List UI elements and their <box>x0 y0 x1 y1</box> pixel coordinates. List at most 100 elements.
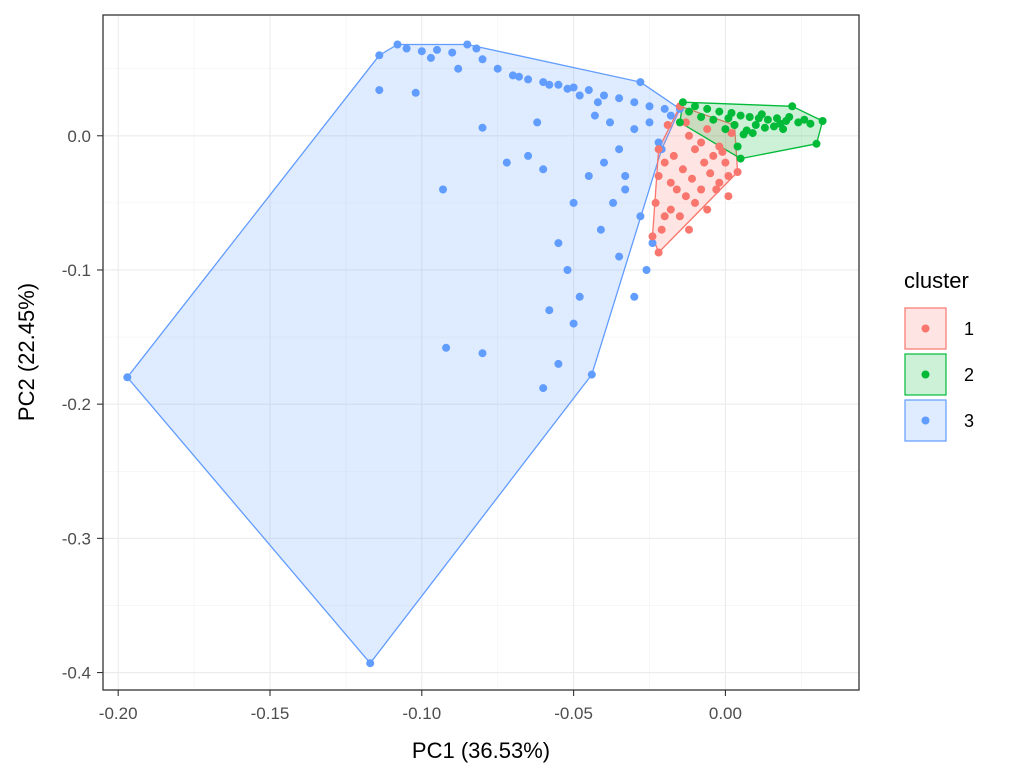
point-cluster-3 <box>609 198 618 207</box>
point-cluster-1 <box>666 178 675 187</box>
point-cluster-1 <box>724 172 733 180</box>
point-cluster-2 <box>794 118 803 127</box>
point-cluster-1 <box>657 225 666 234</box>
point-cluster-3 <box>654 138 663 147</box>
point-cluster-3 <box>539 165 548 174</box>
point-cluster-3 <box>596 225 605 234</box>
point-cluster-3 <box>554 239 563 248</box>
x-tick-label: -0.10 <box>402 704 441 723</box>
point-cluster-1 <box>715 178 724 187</box>
point-cluster-2 <box>736 111 745 120</box>
y-tick-label: 0.0 <box>67 127 91 146</box>
point-cluster-1 <box>706 169 715 178</box>
point-cluster-3 <box>600 91 608 100</box>
point-cluster-1 <box>733 168 742 176</box>
point-cluster-2 <box>703 104 712 113</box>
point-cluster-3 <box>366 659 375 668</box>
point-cluster-2 <box>745 113 754 121</box>
point-cluster-3 <box>569 198 578 207</box>
legend-title: cluster <box>904 268 969 293</box>
point-cluster-3 <box>433 45 441 54</box>
point-cluster-3 <box>621 185 630 194</box>
point-cluster-1 <box>703 125 712 134</box>
y-tick-label: -0.1 <box>62 261 91 280</box>
point-cluster-1 <box>727 129 736 138</box>
point-cluster-3 <box>493 64 502 73</box>
point-cluster-3 <box>587 370 596 379</box>
point-cluster-2 <box>721 125 730 134</box>
hull-cluster-3 <box>126 43 681 664</box>
point-cluster-1 <box>721 158 730 167</box>
point-cluster-3 <box>533 118 542 127</box>
x-tick-label: 0.00 <box>709 704 742 723</box>
point-cluster-2 <box>736 154 745 163</box>
legend-label-3: 3 <box>964 411 974 431</box>
point-cluster-1 <box>666 205 675 214</box>
major-gridlines <box>103 15 859 690</box>
point-cluster-3 <box>545 306 554 315</box>
point-cluster-3 <box>621 172 630 180</box>
point-cluster-1 <box>709 151 718 160</box>
point-cluster-2 <box>715 107 724 116</box>
point-cluster-2 <box>697 113 706 121</box>
point-cluster-1 <box>718 147 727 156</box>
point-cluster-3 <box>615 145 624 154</box>
point-cluster-1 <box>651 198 660 207</box>
point-cluster-1 <box>663 121 672 129</box>
point-cluster-2 <box>818 117 827 125</box>
point-cluster-3 <box>648 239 657 248</box>
point-cluster-1 <box>660 158 669 167</box>
point-cluster-1 <box>672 185 681 194</box>
point-cluster-3 <box>630 292 639 301</box>
point-cluster-3 <box>584 86 593 95</box>
legend-label-1: 1 <box>964 319 974 339</box>
point-cluster-3 <box>411 88 420 97</box>
point-cluster-1 <box>654 248 663 257</box>
legend-dot-1 <box>921 324 930 333</box>
point-cluster-3 <box>545 80 554 89</box>
point-cluster-1 <box>691 198 699 207</box>
point-cluster-3 <box>660 104 669 113</box>
x-tick-label: -0.20 <box>99 704 138 723</box>
point-cluster-1 <box>688 174 696 183</box>
point-cluster-3 <box>442 343 451 352</box>
point-cluster-3 <box>463 40 472 49</box>
point-cluster-2 <box>730 121 739 129</box>
point-cluster-3 <box>575 292 584 301</box>
point-cluster-3 <box>554 80 563 89</box>
point-cluster-3 <box>554 359 563 368</box>
x-tick-label: -0.15 <box>251 704 290 723</box>
point-cluster-3 <box>448 48 457 57</box>
point-cluster-2 <box>685 107 693 116</box>
legend-item-1: 1 <box>904 307 974 350</box>
point-cluster-3 <box>590 111 599 120</box>
point-cluster-3 <box>642 266 651 274</box>
legend-label-2: 2 <box>964 365 974 385</box>
point-cluster-3 <box>645 118 654 127</box>
point-cluster-2 <box>776 119 785 128</box>
point-cluster-1 <box>654 172 663 180</box>
x-axis-title: PC1 (36.53%) <box>412 738 550 763</box>
point-cluster-3 <box>636 78 645 87</box>
point-cluster-3 <box>508 71 517 80</box>
legend-item-3: 3 <box>904 399 974 442</box>
point-cluster-1 <box>700 158 709 167</box>
point-cluster-3 <box>502 158 511 167</box>
point-cluster-3 <box>615 252 624 261</box>
point-cluster-1 <box>678 165 687 174</box>
point-cluster-1 <box>697 138 706 147</box>
point-cluster-3 <box>417 47 426 56</box>
point-cluster-2 <box>691 102 699 111</box>
point-cluster-3 <box>123 373 132 382</box>
point-cluster-1 <box>648 232 657 241</box>
point-cluster-1 <box>691 145 699 154</box>
y-axis-title: PC2 (22.45%) <box>14 283 39 421</box>
y-tick-label: -0.3 <box>62 529 91 548</box>
point-cluster-2 <box>788 102 797 111</box>
point-cluster-3 <box>402 44 411 53</box>
legend-item-2: 2 <box>904 353 974 396</box>
point-cluster-2 <box>709 115 718 124</box>
point-cluster-3 <box>575 91 584 100</box>
point-cluster-3 <box>666 111 675 120</box>
point-cluster-1 <box>654 145 663 154</box>
